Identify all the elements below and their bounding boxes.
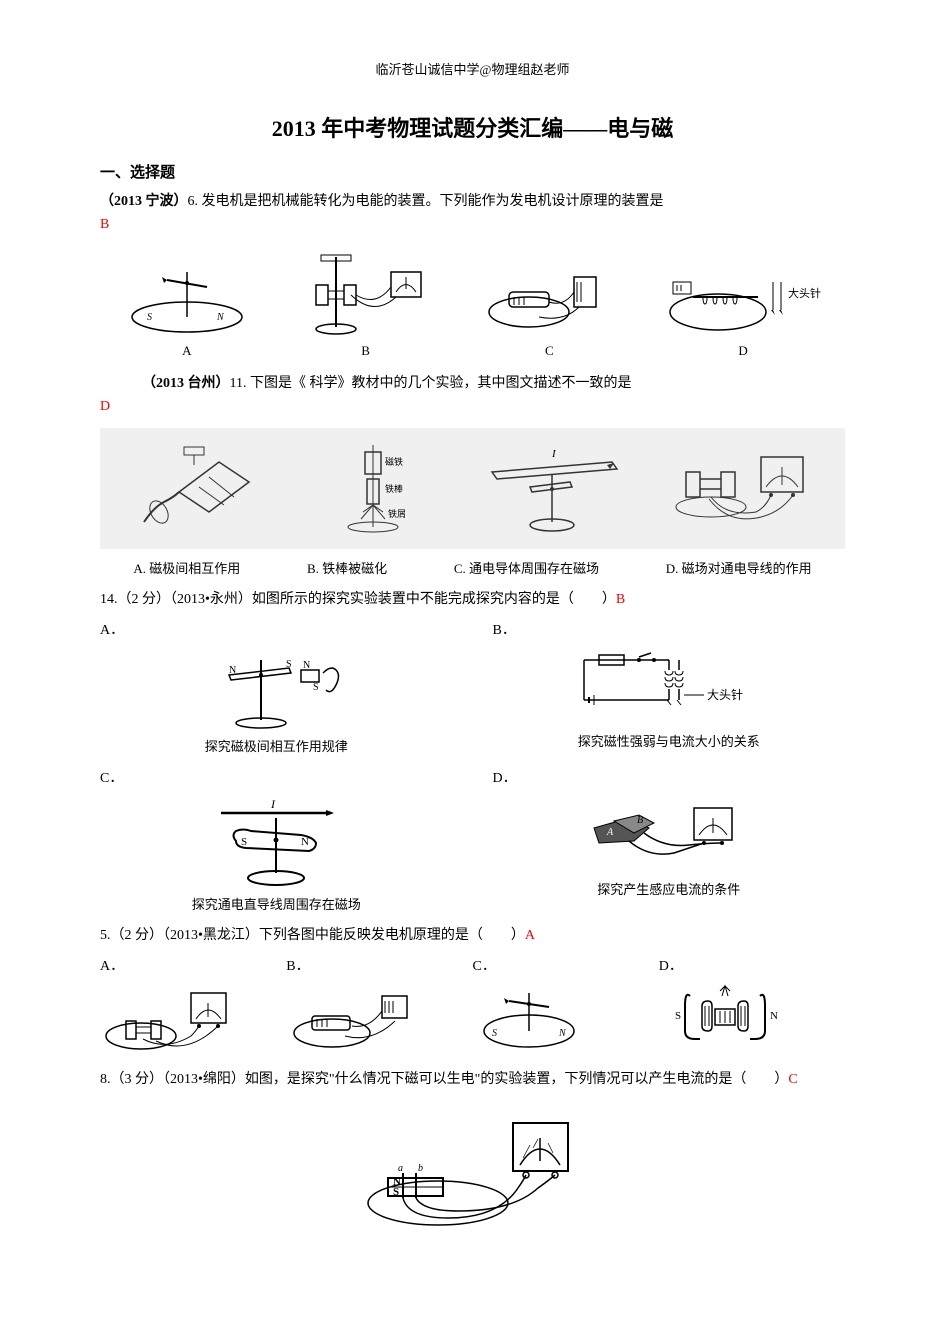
q1-diagram-c: [478, 256, 620, 338]
q4-option-c: C．: [473, 956, 496, 978]
q5-diagram: N S a b: [100, 1102, 845, 1234]
q4-source: （2013•黑龙江）: [163, 928, 259, 943]
q3-text: 如图所示的探究实验装置中不能完成探究内容的是（ ）: [252, 592, 616, 607]
svg-text:N: N: [216, 312, 225, 323]
q4-diagram-d: S N: [659, 980, 801, 1057]
q2-diagram-b: 磁铁 铁棒 铁屑: [312, 436, 434, 538]
q1-diagram-b: [295, 246, 437, 338]
q4-text: 下列各图中能反映发电机原理的是（ ）: [259, 928, 525, 943]
q4-option-b: B．: [286, 956, 309, 978]
q1-label-d: D: [738, 341, 747, 362]
q5-points: （3 分）: [111, 1072, 164, 1087]
svg-text:S: S: [393, 1186, 399, 1198]
q5-answer: C: [788, 1072, 797, 1087]
q2-captions: A. 磁极间相互作用 B. 铁棒被磁化 C. 通电导体周围存在磁场 D. 磁场对…: [100, 559, 845, 580]
q3-option-c-letter: C．: [100, 768, 453, 790]
q3-option-b-letter: B．: [493, 620, 846, 642]
q1-prefix: （2013 宁波）: [100, 194, 188, 209]
q3-diagram-a: N S N S: [100, 644, 453, 731]
q4-options: A． B．: [100, 956, 845, 1060]
q3-answer: B: [616, 592, 625, 607]
svg-text:I: I: [270, 797, 276, 811]
svg-text:B: B: [637, 815, 643, 826]
q3-diagram-b: 大头针: [493, 644, 846, 726]
svg-text:I: I: [551, 448, 557, 460]
q2-caption-a: A. 磁极间相互作用: [133, 559, 240, 580]
svg-text:S: S: [147, 312, 152, 323]
q3-caption-d: 探究产生感应电流的条件: [493, 880, 846, 901]
q1-label-b: B: [361, 341, 370, 362]
svg-text:S: S: [492, 1028, 497, 1039]
svg-text:S: S: [241, 836, 247, 848]
q3-diagram-c: I S N: [100, 792, 453, 889]
svg-text:A: A: [606, 827, 614, 838]
svg-text:b: b: [418, 1163, 423, 1174]
q2-text: 下图是《 科学》教材中的几个实验，其中图文描述不一致的是: [250, 376, 632, 391]
q5-text: 如图，是探究"什么情况下磁可以生电"的实验装置，下列情况可以产生电流的是（ ）: [245, 1072, 788, 1087]
question-4: 5.（2 分）（2013•黑龙江）下列各图中能反映发电机原理的是（ ）A A．: [100, 924, 845, 1060]
q3-caption-b: 探究磁性强弱与电流大小的关系: [493, 732, 846, 753]
q3-num: 14.: [100, 592, 118, 607]
svg-text:N: N: [770, 1010, 778, 1022]
q4-answer: A: [525, 928, 535, 943]
q2-diagram-a: [123, 436, 275, 538]
svg-text:N: N: [558, 1028, 567, 1039]
q4-option-a: A．: [100, 956, 124, 978]
svg-text:S: S: [286, 659, 292, 670]
question-1: （2013 宁波）6. 发电机是把机械能转化为电能的装置。下列能作为发电机设计原…: [100, 190, 845, 362]
svg-text:S: S: [675, 1010, 681, 1022]
q2-caption-b: B. 铁棒被磁化: [307, 559, 387, 580]
section-heading: 一、选择题: [100, 161, 845, 185]
svg-text:N: N: [303, 660, 310, 671]
q4-diagram-c: S N: [473, 980, 595, 1057]
q3-option-a-letter: A．: [100, 620, 453, 642]
q1-diagram-d: 大头针: [662, 261, 824, 338]
svg-text:大头针: 大头针: [788, 286, 821, 300]
q1-label-a: A: [182, 341, 191, 362]
q3-caption-c: 探究通电直导线周围存在磁场: [100, 895, 453, 916]
q5-source: （2013•绵阳）: [163, 1072, 245, 1087]
svg-text:大头针: 大头针: [707, 687, 743, 702]
q3-source: （2013•永州）: [170, 592, 252, 607]
svg-text:N: N: [229, 665, 236, 676]
q2-caption-d: D. 磁场对通电导线的作用: [666, 559, 812, 580]
svg-text:磁铁: 磁铁: [385, 456, 403, 467]
page-header: 临沂苍山诚信中学@物理组赵老师: [100, 60, 845, 81]
svg-text:a: a: [398, 1163, 403, 1174]
svg-text:N: N: [301, 836, 309, 848]
q3-diagram-d: A B: [493, 792, 846, 874]
q4-points: （2 分）: [111, 928, 164, 943]
q2-answer: D: [100, 399, 110, 414]
q2-caption-c: C. 通电导体周围存在磁场: [454, 559, 599, 580]
question-5: 8.（3 分）（2013•绵阳）如图，是探究"什么情况下磁可以生电"的实验装置，…: [100, 1068, 845, 1234]
q4-diagram-a: [100, 980, 242, 1057]
q4-option-d: D．: [659, 956, 683, 978]
svg-text:S: S: [313, 682, 319, 693]
q1-num: 6.: [188, 194, 199, 209]
q5-num: 8.: [100, 1072, 111, 1087]
q1-diagrams: S N A: [100, 246, 845, 362]
q1-text: 发电机是把机械能转化为电能的装置。下列能作为发电机设计原理的装置是: [202, 194, 664, 209]
document-title: 2013 年中考物理试题分类汇编——电与磁: [100, 111, 845, 146]
svg-text:铁屑: 铁屑: [388, 508, 406, 519]
q1-diagram-a: S N: [121, 261, 253, 338]
q2-prefix: （2013 台州）: [142, 376, 230, 391]
q4-diagram-b: [286, 980, 428, 1057]
q2-num: 11.: [230, 376, 247, 391]
q3-options: A． N S N S 探究磁极间相互作用规律 B．: [100, 620, 845, 916]
q4-num: 5.: [100, 928, 111, 943]
q3-points: （2 分）: [118, 592, 171, 607]
q1-label-c: C: [545, 341, 554, 362]
q2-diagram-d: [670, 436, 822, 538]
q1-answer: B: [100, 217, 109, 232]
question-2: （2013 台州）11. 下图是《 科学》教材中的几个实验，其中图文描述不一致的…: [100, 372, 845, 580]
q3-option-d-letter: D．: [493, 768, 846, 790]
svg-text:铁棒: 铁棒: [385, 483, 403, 494]
q2-diagrams: 磁铁 铁棒 铁屑 I: [100, 428, 845, 549]
q3-caption-a: 探究磁极间相互作用规律: [100, 737, 453, 758]
question-3: 14.（2 分）（2013•永州）如图所示的探究实验装置中不能完成探究内容的是（…: [100, 588, 845, 916]
q2-diagram-c: I: [471, 436, 633, 538]
